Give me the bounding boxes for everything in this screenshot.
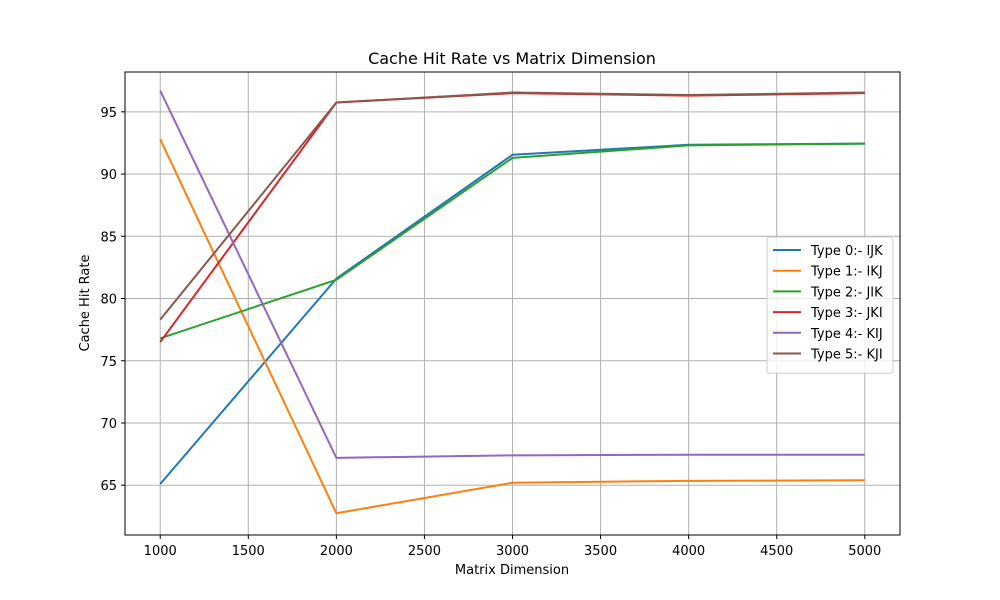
x-axis: 1000 1500 2000 2500 3000 3500 4000 4500 5000 xyxy=(144,535,881,559)
series-line-2 xyxy=(159,142,865,340)
y-tick-label: 80 xyxy=(100,293,117,308)
x-tick-label: 5000 xyxy=(848,544,881,559)
legend-label-3: Type 3:- JKI xyxy=(810,306,883,321)
y-tick-label: 90 xyxy=(100,168,117,183)
series-line-4 xyxy=(159,90,865,459)
series-line-1 xyxy=(159,138,865,515)
y-tick-label: 65 xyxy=(100,479,117,494)
y-axis-title: Cache Hit Rate xyxy=(78,255,93,352)
x-tick-label: 4000 xyxy=(672,544,705,559)
legend: Type 0:- IJK Type 1:- IKJ Type 2:- JIK Type… xyxy=(766,236,894,374)
x-tick-label: 2500 xyxy=(408,544,441,559)
legend-label-2: Type 2:- JIK xyxy=(810,285,883,300)
y-tick-label: 85 xyxy=(100,230,117,245)
y-tick-label: 95 xyxy=(100,106,117,121)
y-axis: 65 70 75 80 85 90 95 xyxy=(100,106,125,494)
x-tick-label: 3500 xyxy=(584,544,617,559)
y-tick-label: 75 xyxy=(100,355,117,370)
x-tick-label: 4500 xyxy=(760,544,793,559)
legend-label-1: Type 1:- IKJ xyxy=(810,265,883,280)
x-tick-label: 1500 xyxy=(232,544,265,559)
x-axis-title: Matrix Dimension xyxy=(455,563,569,578)
legend-label-5: Type 5:- KJI xyxy=(810,348,883,363)
legend-label-4: Type 4:- KIJ xyxy=(810,327,883,342)
x-tick-label: 2000 xyxy=(320,544,353,559)
x-tick-label: 3000 xyxy=(496,544,529,559)
series-lines xyxy=(159,90,865,515)
chart-title: Cache Hit Rate vs Matrix Dimension xyxy=(368,49,656,68)
series-line-5 xyxy=(159,91,865,321)
x-tick-label: 1000 xyxy=(144,544,177,559)
y-tick-label: 70 xyxy=(100,417,117,432)
legend-label-0: Type 0:- IJK xyxy=(810,244,883,259)
grid-lines xyxy=(125,72,900,535)
